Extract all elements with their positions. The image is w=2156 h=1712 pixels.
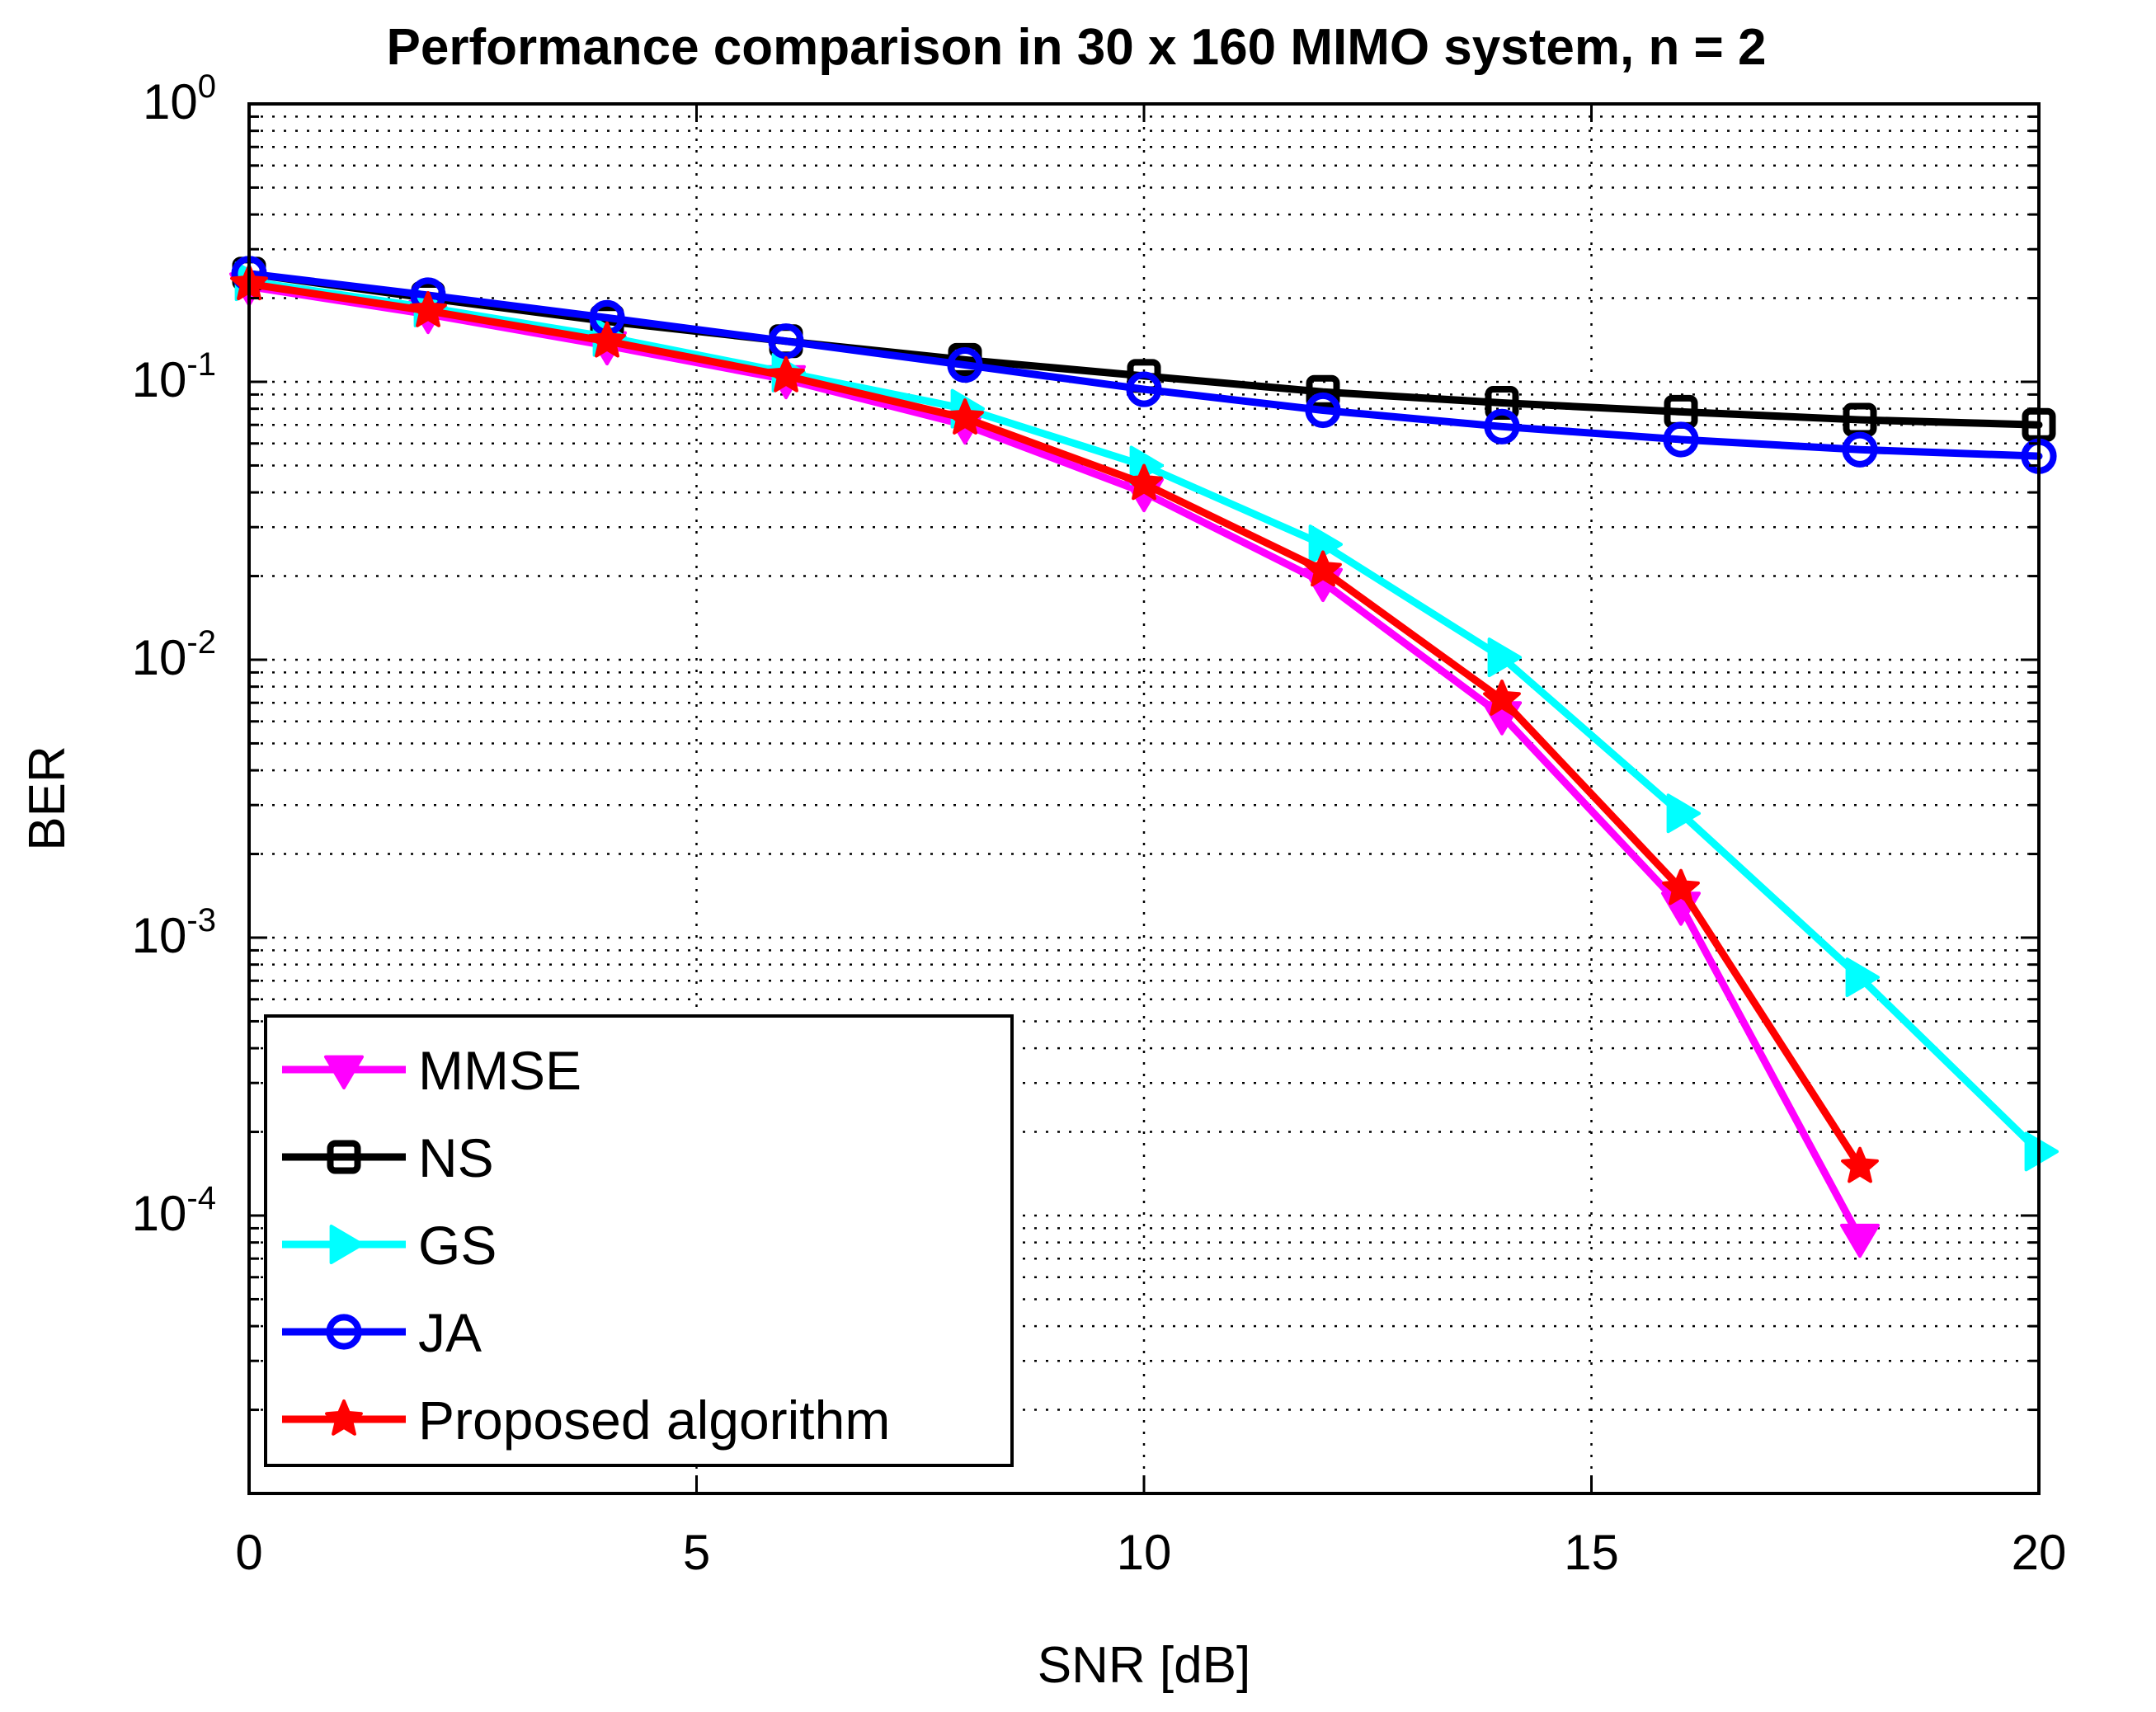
x-axis-ticks: 0 5 10 15 20 [235,104,2066,1580]
data-point-ja [1126,371,1162,407]
legend-marker [325,1399,363,1436]
y-tick-base: 10 [132,630,187,685]
x-tick-label: 20 [2012,1525,2067,1580]
y-tick-exponent: -4 [186,1180,216,1216]
series-layer [229,256,2059,1258]
y-tick-exponent: -3 [186,902,216,938]
series-line-mmse [245,283,1864,1242]
y-tick-base: 10 [132,352,187,407]
y-tick-base: 10 [132,1186,187,1241]
legend-marker [324,1055,364,1089]
legend-label: NS [418,1127,494,1188]
legend-item-gs: GS [282,1215,497,1276]
x-axis-label: SNR [dB] [1038,1637,1250,1694]
data-point-ns [1306,374,1340,409]
series-line-proposed-algorithm [245,280,1864,1171]
legend-item-proposed-algorithm: Proposed algorithm [282,1390,890,1451]
y-tick-exponent: -1 [186,346,216,383]
y-tick-label: 10-4 [132,1180,216,1241]
legend-label: MMSE [418,1040,581,1101]
data-point-ns [1485,386,1519,421]
y-tick-base: 10 [132,908,187,963]
data-point-proposed-algorithm [409,290,447,327]
legend-label: JA [418,1302,482,1363]
y-tick-label: 10-2 [132,624,216,685]
x-tick-label: 0 [235,1525,262,1580]
data-point-proposed-algorithm [1662,868,1700,905]
data-point-ja [1484,408,1520,444]
data-point-ja [1305,392,1341,429]
data-point-ja [1663,421,1699,458]
data-point-proposed-algorithm [1304,550,1342,587]
chart-title: Performance comparison in 30 x 160 MIMO … [387,19,1767,76]
series-line-ja [245,270,2043,460]
x-tick-label: 10 [1117,1525,1172,1580]
data-point-gs [2024,1131,2059,1172]
legend-label: Proposed algorithm [418,1390,890,1451]
series-ja [231,256,2057,474]
y-tick-exponent: -2 [186,624,216,661]
data-point-mmse [1840,1223,1880,1258]
x-tick-label: 15 [1564,1525,1619,1580]
legend-label: GS [418,1215,497,1276]
x-tick-label: 5 [683,1525,710,1580]
y-axis-label: BER [19,745,76,850]
data-point-ja [768,323,804,360]
data-point-ja [1842,431,1878,468]
data-point-gs [1487,637,1522,678]
y-tick-label: 10-3 [132,902,216,963]
y-tick-exponent: 0 [198,68,216,105]
data-point-gs [1308,524,1343,565]
data-point-proposed-algorithm [588,321,626,358]
legend-item-mmse: MMSE [282,1040,581,1101]
legend-item-ns: NS [282,1127,494,1188]
data-point-proposed-algorithm [1841,1146,1879,1183]
legend-item-ja: JA [282,1302,482,1363]
data-point-proposed-algorithm [946,398,984,435]
y-tick-label: 10-1 [132,346,216,407]
y-tick-label: 100 [143,68,216,129]
data-point-proposed-algorithm [1483,680,1521,716]
legend-marker [329,1225,364,1264]
y-tick-base: 10 [143,74,198,129]
data-point-ja [947,346,983,383]
legend-marker [327,1140,361,1174]
data-point-proposed-algorithm [767,355,805,393]
data-point-gs [1845,957,1880,998]
data-point-proposed-algorithm [1125,463,1163,501]
data-point-gs [1666,793,1701,834]
legend-marker [326,1314,362,1350]
legend: MMSE NS GS JA Proposed algorithm [264,1014,1014,1467]
